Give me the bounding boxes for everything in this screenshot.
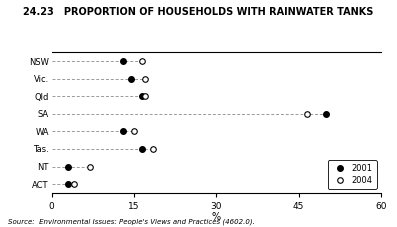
Legend: 2001, 2004: 2001, 2004: [328, 160, 377, 189]
Text: Source:  Environmental Issues: People's Views and Practices (4602.0).: Source: Environmental Issues: People's V…: [8, 218, 255, 225]
X-axis label: %: %: [212, 212, 221, 222]
Text: 24.23   PROPORTION OF HOUSEHOLDS WITH RAINWATER TANKS: 24.23 PROPORTION OF HOUSEHOLDS WITH RAIN…: [23, 7, 374, 17]
